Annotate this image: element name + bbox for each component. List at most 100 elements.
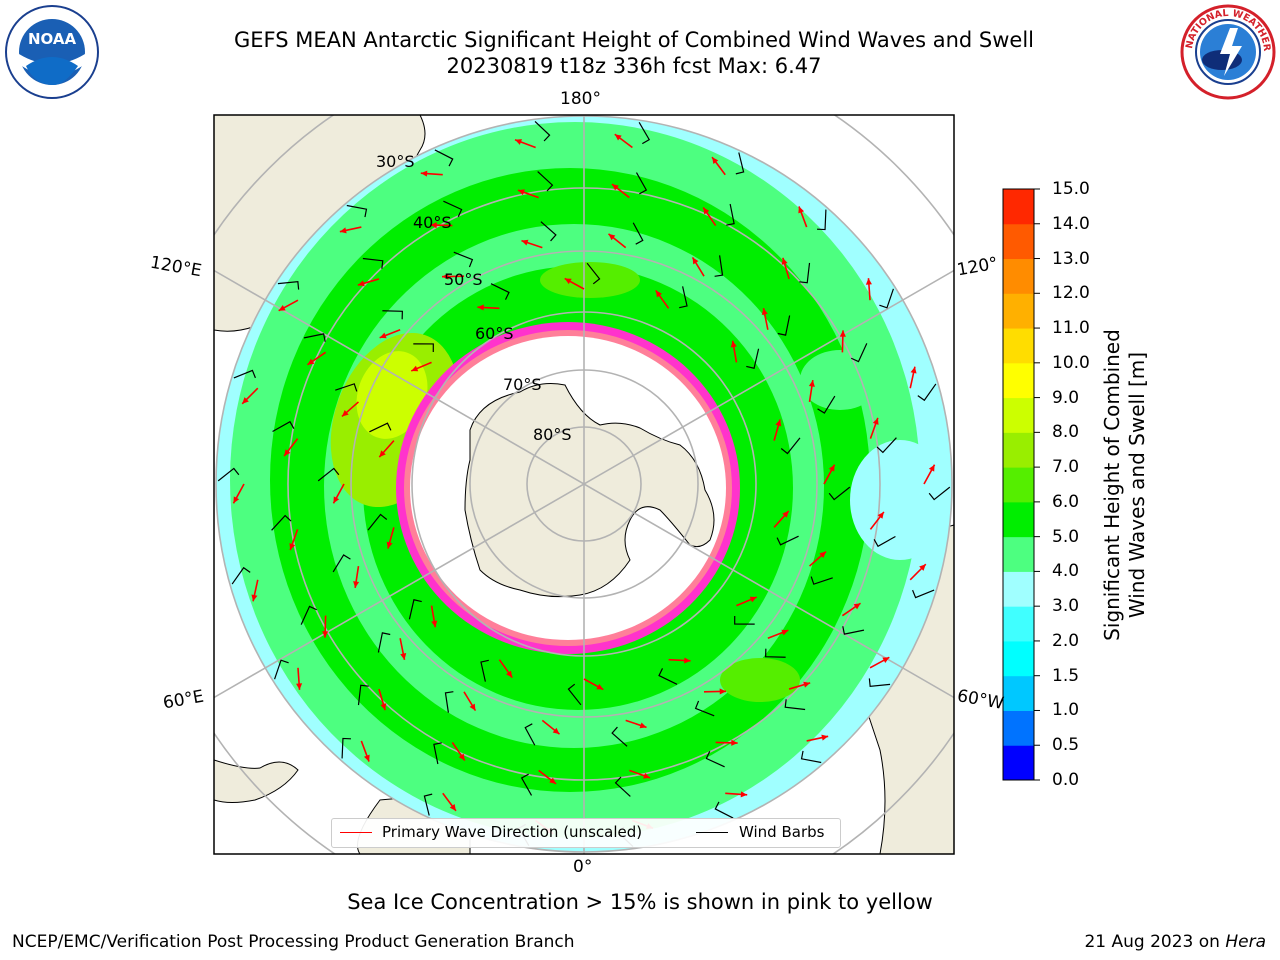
wind-barb (873, 535, 896, 548)
lon-label-180: 180° (560, 89, 601, 109)
colorbar-tick-label: 5.0 (1052, 526, 1080, 547)
chart-title: GEFS MEAN Antarctic Significant Height o… (233, 28, 1035, 52)
wind-barb (233, 369, 256, 379)
wind-barb (746, 348, 760, 369)
colorbar-frame (1002, 188, 1035, 781)
wave-arrow-head (703, 207, 710, 215)
wind-barb (567, 683, 582, 706)
wind-barb (638, 122, 651, 145)
wave-arrow-head (442, 273, 449, 280)
colorbar-segment (1003, 571, 1034, 607)
wave-arrow-head (596, 683, 604, 690)
colorbar-label-line1: Significant Height of Combined (1100, 329, 1124, 641)
lat-label-80s: 80°S (533, 425, 572, 444)
wave-arrow-head (549, 777, 557, 784)
wave-direction-arrows (232, 133, 936, 835)
colorbar-segment (1003, 640, 1034, 677)
wind-barb (413, 343, 434, 352)
colorbar (1003, 188, 1040, 781)
map-legend: Primary Wave Direction (unscaled) Wind B… (331, 818, 841, 848)
wave-arrow-head (865, 278, 872, 285)
colorbar-segment (1003, 293, 1034, 329)
wind-barb (341, 737, 351, 759)
wave-arrow-head (877, 511, 884, 519)
lat-label-70s: 70°S (503, 375, 542, 394)
wind-barbs (217, 121, 951, 847)
wind-barb (614, 776, 631, 797)
wave-arrow-head (761, 308, 768, 315)
wind-barb (423, 793, 433, 816)
wind-barb (817, 395, 836, 414)
footer-branch: NCEP/EMC/Verification Post Processing Pr… (12, 932, 575, 952)
colorbar-tick-label: 13.0 (1052, 248, 1090, 269)
legend-wave-line (340, 832, 372, 833)
wind-barb (332, 554, 351, 573)
wave-arrow-head (608, 233, 616, 241)
colorbar-segment (1003, 432, 1034, 468)
wind-barb (433, 742, 442, 765)
wind-barb (765, 648, 786, 658)
wind-barb (217, 467, 240, 482)
colorbar-segment (1003, 362, 1034, 399)
wave-arrow-head (684, 657, 691, 664)
wave-arrow-head (552, 727, 560, 735)
noaa-logo-text: NOAA (28, 30, 77, 48)
nws-logo: NATIONAL WEATHER SERVICE (1180, 4, 1276, 100)
colorbar-segment (1003, 536, 1034, 572)
wind-barb (611, 726, 628, 747)
wind-barb (810, 576, 833, 585)
colorbar-tick-label: 1.0 (1052, 700, 1080, 721)
sea-ice-and-antarctica (396, 322, 740, 654)
colorbar-segment (1003, 328, 1034, 364)
wind-barb (231, 566, 251, 585)
wave-arrow-head (322, 631, 329, 638)
wind-barb (780, 437, 801, 455)
wind-barb (714, 801, 734, 819)
colorbar-label-line2: Wind Waves and Swell [m] (1125, 351, 1149, 619)
wind-barb (382, 310, 403, 320)
wave-arrow-head (289, 543, 296, 551)
wave-arrow-head (353, 581, 360, 588)
wind-barb (679, 286, 688, 309)
wave-arrow-head (431, 620, 438, 628)
colorbar-segment (1003, 189, 1034, 225)
wind-barb (480, 659, 489, 682)
wave-arrow-head (639, 722, 647, 729)
wind-barb (540, 221, 557, 242)
wind-barb (271, 514, 292, 531)
colorbar-tick-label: 8.0 (1052, 422, 1080, 443)
noaa-logo: NOAA (5, 5, 99, 99)
wave-arrow-head (740, 791, 748, 798)
colorbar-tick-label: 7.0 (1052, 457, 1080, 478)
wave-arrow-head (828, 464, 835, 472)
wind-barb (776, 535, 799, 546)
colorbar-tick-label: 0.0 (1052, 770, 1080, 790)
wind-barb (367, 513, 388, 531)
wind-barb (714, 255, 724, 277)
wind-barb (537, 171, 554, 192)
legend-wave-label: Primary Wave Direction (unscaled) (382, 823, 643, 841)
colorbar-segment (1003, 606, 1034, 642)
footer-date: 21 Aug 2023 on Hera (1084, 932, 1266, 952)
colorbar-segment (1003, 258, 1034, 294)
wind-barb (274, 659, 289, 680)
colorbar-segment (1003, 467, 1034, 503)
wave-arrow-head (910, 366, 917, 374)
wind-barb (784, 699, 806, 711)
colorbar-label: Significant Height of Combined Wind Wave… (1100, 255, 1160, 715)
wind-barb (635, 172, 648, 195)
wave-arrow-head (872, 417, 879, 425)
wave-arrow-head (449, 804, 456, 811)
wind-barb (734, 616, 755, 625)
wave-arrow-head (430, 222, 437, 229)
wave-arrow-head (515, 139, 522, 145)
wave-arrow-head (731, 739, 738, 746)
wave-arrow-head (521, 239, 529, 246)
wave-arrow-head (307, 358, 315, 365)
wave-arrow-head (296, 683, 303, 690)
wind-barb (272, 420, 295, 433)
lat-label-40s: 40°S (413, 213, 452, 232)
wave-arrow-head (882, 657, 890, 663)
wind-barb (850, 343, 868, 363)
